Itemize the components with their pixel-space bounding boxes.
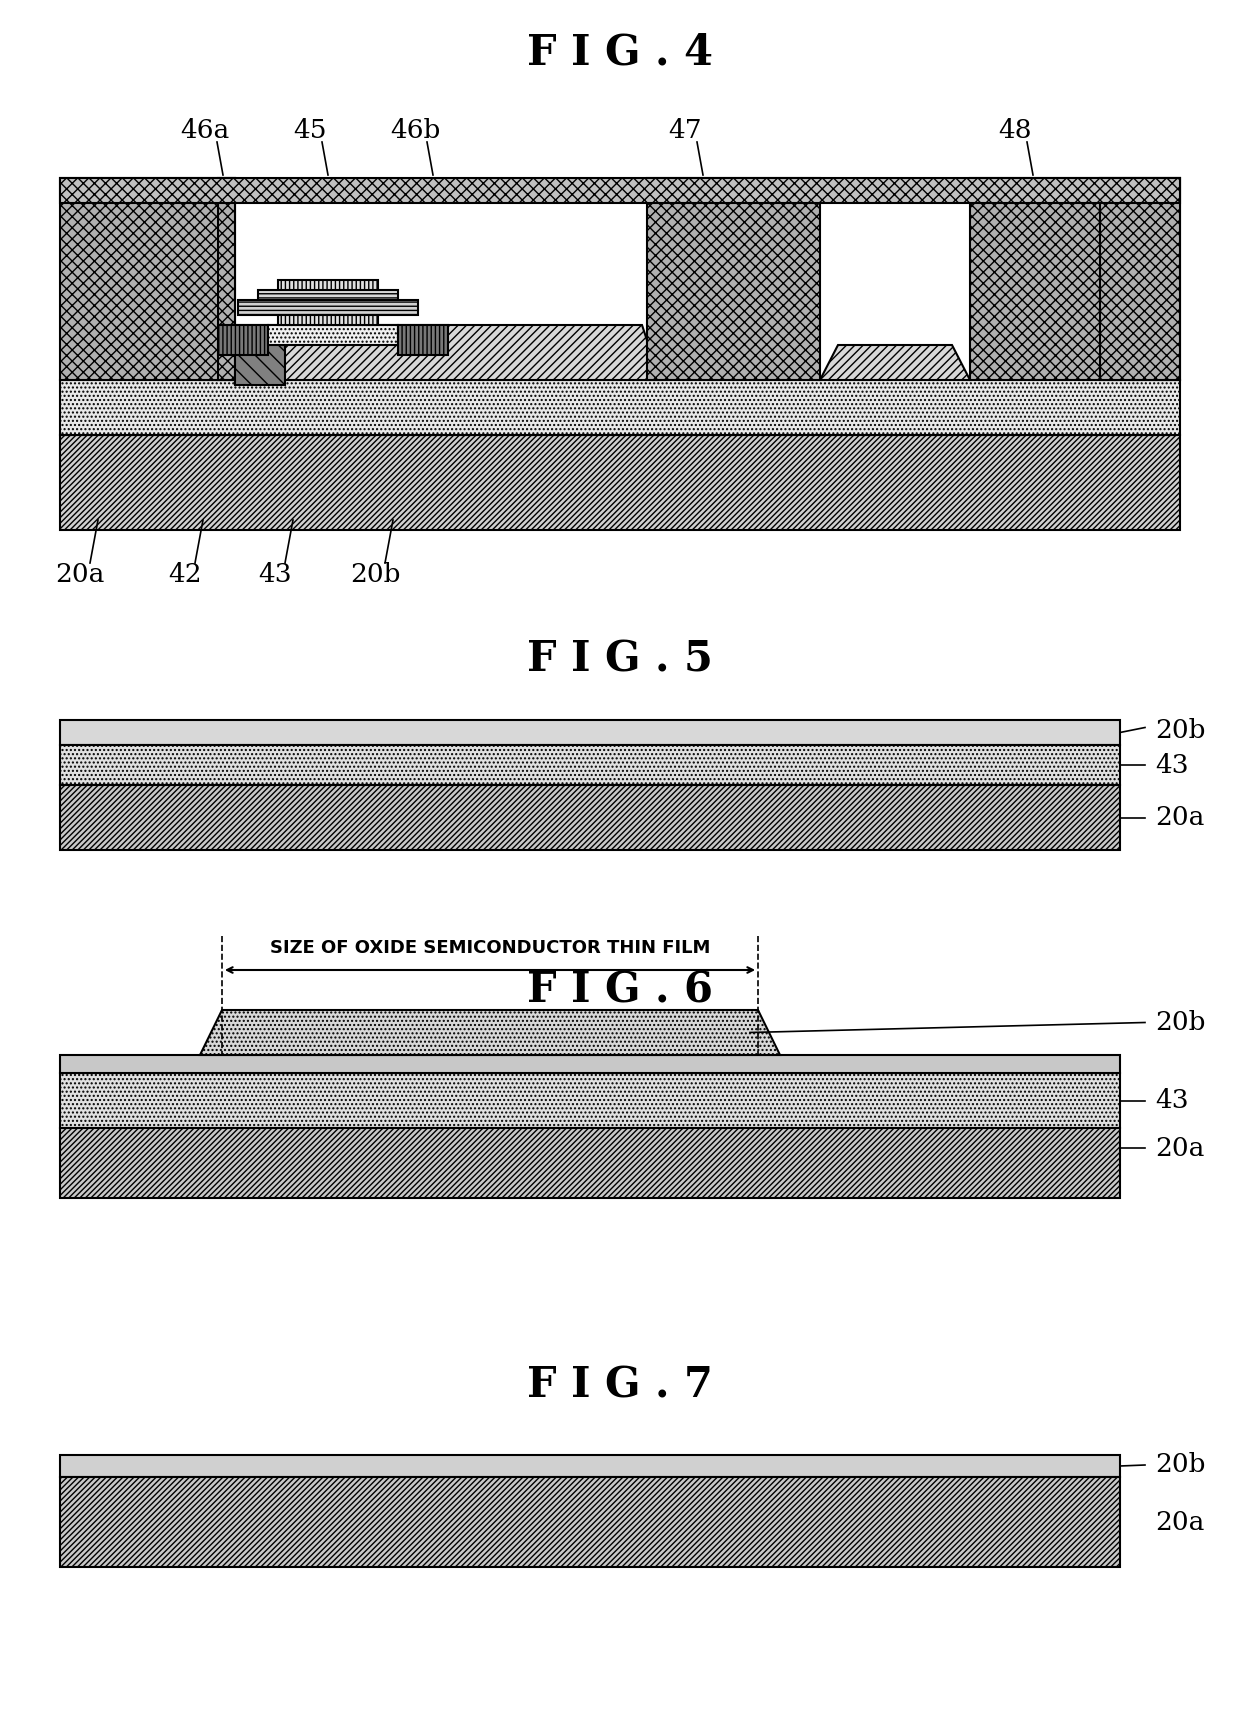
Text: 20a: 20a bbox=[56, 563, 104, 587]
Bar bbox=[60, 721, 1120, 745]
Bar bbox=[60, 178, 236, 380]
Bar bbox=[268, 325, 398, 346]
Text: 43: 43 bbox=[1154, 753, 1189, 777]
Bar bbox=[398, 325, 448, 354]
Bar bbox=[60, 786, 1120, 849]
Text: 20b: 20b bbox=[350, 563, 401, 587]
Bar bbox=[60, 380, 1180, 435]
Text: 46b: 46b bbox=[389, 118, 440, 142]
Bar bbox=[60, 178, 1180, 204]
Text: 20a: 20a bbox=[1154, 805, 1204, 830]
Bar bbox=[218, 325, 268, 354]
Bar bbox=[258, 289, 398, 310]
Bar bbox=[60, 1073, 1120, 1128]
Polygon shape bbox=[820, 346, 970, 380]
Text: 20b: 20b bbox=[1154, 1452, 1205, 1477]
Polygon shape bbox=[200, 325, 660, 380]
Text: 46a: 46a bbox=[180, 118, 229, 142]
Text: 43: 43 bbox=[258, 563, 291, 587]
Text: 48: 48 bbox=[998, 118, 1032, 142]
Bar bbox=[60, 1477, 1120, 1566]
Bar bbox=[970, 178, 1180, 380]
Bar bbox=[236, 341, 285, 385]
Bar bbox=[647, 178, 820, 380]
Text: F I G . 5: F I G . 5 bbox=[527, 639, 713, 681]
Text: 20b: 20b bbox=[1154, 1010, 1205, 1036]
Text: 20a: 20a bbox=[1154, 1510, 1204, 1534]
Text: F I G . 6: F I G . 6 bbox=[527, 969, 713, 1012]
Bar bbox=[218, 178, 236, 380]
Bar bbox=[238, 300, 418, 315]
Text: SIZE OF OXIDE SEMICONDUCTOR THIN FILM: SIZE OF OXIDE SEMICONDUCTOR THIN FILM bbox=[270, 938, 711, 957]
Text: 20a: 20a bbox=[1154, 1135, 1204, 1161]
Text: 42: 42 bbox=[169, 563, 202, 587]
Bar bbox=[1100, 178, 1180, 380]
Text: 43: 43 bbox=[1154, 1089, 1189, 1113]
Bar bbox=[60, 1055, 1120, 1073]
Text: 45: 45 bbox=[293, 118, 327, 142]
Text: 20b: 20b bbox=[1154, 717, 1205, 743]
Bar bbox=[60, 435, 1180, 531]
Text: F I G . 4: F I G . 4 bbox=[527, 31, 713, 74]
Text: 47: 47 bbox=[668, 118, 702, 142]
Bar bbox=[60, 745, 1120, 786]
Polygon shape bbox=[200, 1010, 780, 1055]
Bar bbox=[278, 281, 378, 325]
Bar bbox=[60, 1455, 1120, 1477]
Bar bbox=[60, 1128, 1120, 1198]
Text: F I G . 7: F I G . 7 bbox=[527, 1364, 713, 1406]
